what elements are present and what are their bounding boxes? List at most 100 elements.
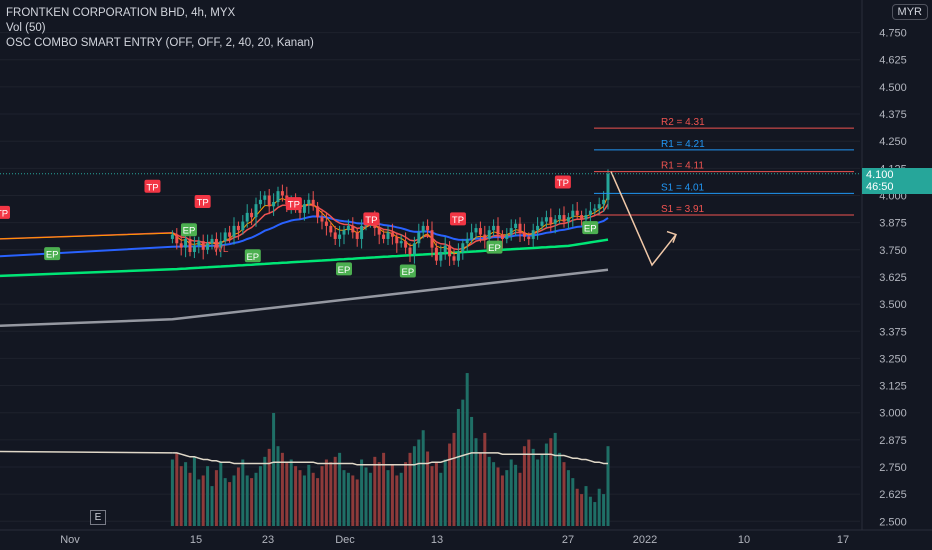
volume-bar	[584, 486, 588, 526]
candle-body	[562, 215, 566, 222]
time-tick-label: Dec	[335, 534, 355, 546]
osc-indicator-label[interactable]: OSC COMBO SMART ENTRY (OFF, OFF, 2, 40, …	[6, 37, 314, 49]
volume-bar	[210, 486, 214, 526]
pivot-label: R1 = 4.11	[661, 161, 704, 172]
candle-body	[478, 228, 482, 235]
volume-bar	[544, 443, 548, 526]
candle-body	[421, 225, 425, 233]
volume-bar	[368, 472, 372, 526]
signal-label-wl: WL	[213, 244, 228, 255]
signal-box	[450, 212, 466, 226]
last-price-tag: 4.100 46:50	[862, 167, 932, 194]
volume-bar	[465, 373, 469, 526]
candle-body	[448, 245, 452, 257]
volume-bar	[267, 448, 271, 526]
signal-ep: EP	[180, 223, 197, 237]
volume-bar	[236, 467, 240, 526]
volume-bar	[500, 475, 504, 526]
pivot-levels: R2 = 4.31 R1 = 4.21 R1 = 4.11 S1 = 4.01 S1 =…	[594, 117, 854, 216]
volume-bar	[456, 408, 460, 526]
volume-bar	[302, 475, 306, 526]
volume-bar	[496, 467, 500, 526]
candle-body	[302, 204, 306, 213]
candle-body	[223, 232, 227, 242]
volume-bar	[606, 446, 610, 526]
volume-indicator-label[interactable]: Vol (50)	[6, 22, 46, 34]
volume-bar	[562, 462, 566, 526]
volume-bar	[184, 462, 188, 526]
volume-bar	[192, 456, 196, 526]
volume-bar	[254, 472, 258, 526]
candle-body	[483, 234, 487, 239]
signal-text: TP	[197, 198, 209, 209]
candle-body	[307, 199, 311, 205]
earnings-button[interactable]: E	[90, 510, 106, 525]
volume-bar	[201, 475, 205, 526]
candle-body	[470, 232, 474, 239]
signal-box	[363, 212, 380, 226]
volume-bar	[170, 459, 174, 526]
volume-bar	[408, 452, 412, 526]
volume-bar	[232, 475, 236, 526]
candle-body	[544, 217, 548, 222]
price-tick-label: 3.625	[879, 272, 907, 284]
signal-box	[399, 264, 416, 278]
time-tick-label: 2022	[633, 534, 657, 546]
projection-line	[610, 171, 677, 267]
signal-ep: EP	[486, 240, 503, 254]
candle-body	[280, 191, 284, 196]
volume-bar	[531, 448, 535, 526]
volume-bar	[566, 470, 570, 526]
price-tick-label: 3.125	[879, 381, 907, 393]
candle-body	[170, 234, 174, 239]
volume-bar	[558, 452, 562, 526]
signal-text: TP	[452, 215, 464, 226]
candle-body	[566, 217, 570, 222]
volume-bar	[272, 412, 276, 526]
price-tick-label: 3.250	[879, 353, 907, 365]
price-tick-label: 2.750	[879, 462, 907, 474]
volume-bar	[588, 496, 592, 526]
volume-bar	[549, 438, 553, 526]
signal-text: EP	[488, 243, 501, 254]
signal-ep: EP	[399, 264, 416, 278]
candle-body	[338, 234, 342, 239]
candle-body	[276, 191, 280, 203]
volume-bar	[250, 478, 254, 526]
volume-bar	[417, 439, 421, 526]
candle-body	[597, 204, 601, 209]
candle-body	[461, 243, 465, 252]
volume-bar	[522, 446, 526, 526]
volume-bar	[386, 470, 390, 526]
candle-body	[558, 215, 562, 220]
candle-body	[417, 232, 421, 244]
currency-badge[interactable]: MYR	[891, 4, 928, 20]
volume-bar	[593, 502, 597, 526]
time-tick-label: 27	[562, 534, 574, 546]
volume-bar	[338, 452, 342, 526]
time-tick-label: 23	[262, 534, 274, 546]
volume-bar	[426, 451, 430, 526]
volume-bar	[421, 430, 425, 526]
volume-bar	[206, 466, 210, 526]
volume-bar	[307, 464, 311, 526]
ma-gray-line	[0, 268, 609, 328]
candle-body	[254, 204, 258, 218]
candle-body	[474, 228, 478, 233]
candle-body	[465, 238, 469, 244]
candle-body	[575, 210, 579, 216]
candle-body	[320, 217, 324, 222]
signal-text: TP	[146, 182, 158, 193]
signal-text: EP	[338, 265, 351, 276]
signal-text: EP	[584, 224, 597, 235]
volume-bar	[311, 472, 315, 526]
candle-body	[236, 225, 240, 231]
volume-bar	[487, 456, 491, 526]
volume-bar	[580, 494, 584, 526]
symbol-title[interactable]: FRONTKEN CORPORATION BHD, 4h, MYX	[6, 7, 236, 19]
volume-bar	[294, 466, 298, 526]
candle-body	[514, 223, 518, 229]
price-tick-label: 4.625	[879, 55, 907, 67]
pivot-label: R1 = 4.21	[661, 139, 705, 150]
